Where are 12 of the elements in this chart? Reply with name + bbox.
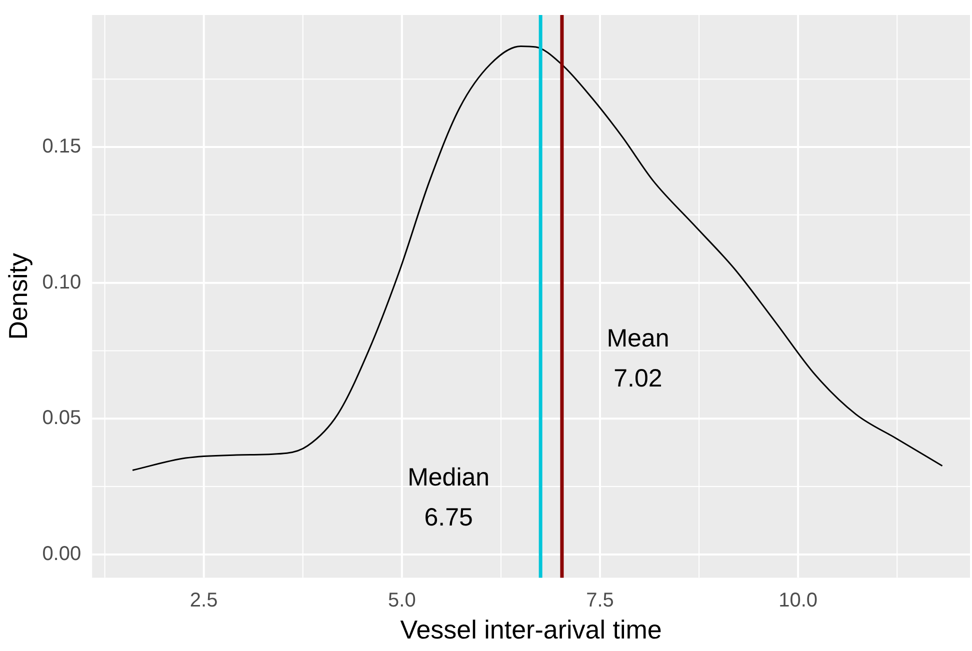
x-axis-title: Vessel inter-arival time: [400, 614, 662, 645]
y-tick-label: 0.10: [42, 271, 82, 294]
x-tick-label: 7.5: [586, 589, 614, 612]
ref-line-label: Median 6.75: [408, 464, 490, 532]
y-tick-label: 0.00: [42, 542, 82, 565]
ref-line-label: Mean 7.02: [606, 324, 670, 393]
x-tick-label: 2.5: [190, 589, 218, 612]
y-axis-title: Density: [2, 253, 33, 340]
x-tick-label: 10.0: [778, 589, 818, 612]
y-tick-label: 0.15: [42, 136, 82, 158]
y-tick-label: 0.05: [42, 407, 82, 430]
x-tick-label: 5.0: [388, 589, 416, 612]
